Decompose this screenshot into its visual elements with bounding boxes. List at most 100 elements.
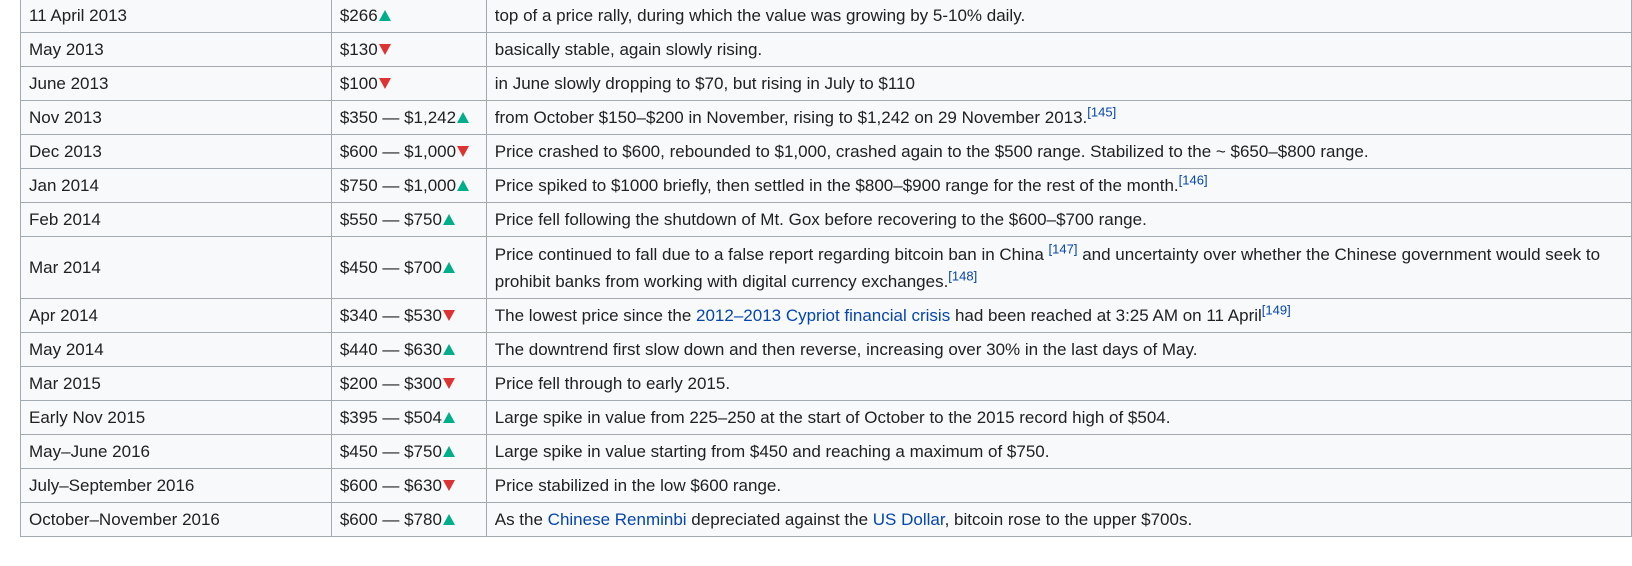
price-range: $350 — $1,242 <box>339 108 457 127</box>
citation-link[interactable]: [145] <box>1087 104 1117 120</box>
date-cell: July–September 2016 <box>20 468 332 503</box>
description-cell: As the Chinese Renminbi depreciated agai… <box>485 502 1632 537</box>
table-row: May–June 2016 $450 — $750 Large spike in v… <box>20 434 1632 469</box>
table-row: Early Nov 2015 $395 — $504 Large spike in … <box>20 400 1632 435</box>
price-range: $200 — $300 <box>339 374 442 393</box>
triangle-up-icon <box>442 514 455 526</box>
description-text: Price continued to fall due to a false r… <box>494 244 1049 264</box>
description-text: Large spike in value starting from $450 … <box>494 442 1050 461</box>
price-range: $600 — $630 <box>339 476 442 495</box>
description-text: had been reached at 3:25 AM on 11 April <box>950 306 1262 325</box>
date-cell: May 2013 <box>20 32 332 67</box>
price-range: $130 <box>339 40 378 59</box>
triangle-down-icon <box>457 146 470 158</box>
triangle-down-icon <box>442 378 455 390</box>
description-text: , bitcoin rose to the upper $700s. <box>944 510 1193 529</box>
description-cell: from October $150–$200 in November, risi… <box>485 100 1632 135</box>
date-cell: Feb 2014 <box>20 202 332 237</box>
triangle-down-icon <box>378 78 391 90</box>
description-cell: Price continued to fall due to a false r… <box>485 236 1632 299</box>
price-cell: $450 — $750 <box>330 434 487 469</box>
triangle-up-icon <box>457 180 470 192</box>
wiki-link[interactable]: 2012–2013 Cypriot financial crisis <box>696 306 951 325</box>
price-cell: $440 — $630 <box>330 332 487 367</box>
citation-link[interactable]: [147] <box>1048 240 1078 256</box>
triangle-up-icon <box>378 10 391 22</box>
price-cell: $200 — $300 <box>330 366 487 401</box>
description-cell: Price fell following the shutdown of Mt.… <box>485 202 1632 237</box>
table-row: Mar 2015 $200 — $300 Price fell through to… <box>20 366 1632 401</box>
table-row: 11 April 2013 $266 top of a price rally, d… <box>20 0 1632 33</box>
description-text: depreciated against the <box>686 510 873 529</box>
date-cell: May–June 2016 <box>20 434 332 469</box>
date-cell: October–November 2016 <box>20 502 332 537</box>
price-cell: $600 — $1,000 <box>330 134 487 169</box>
description-cell: Price stabilized in the low $600 range. <box>485 468 1632 503</box>
table-body: 11 April 2013 $266 top of a price rally, d… <box>20 0 1632 537</box>
description-cell: The lowest price since the 2012–2013 Cyp… <box>485 298 1632 333</box>
date-cell: Dec 2013 <box>20 134 332 169</box>
description-text: Price spiked to $1000 briefly, then sett… <box>494 176 1179 195</box>
table-row: Dec 2013 $600 — $1,000 Price crashed to $6… <box>20 134 1632 169</box>
price-cell: $340 — $530 <box>330 298 487 333</box>
description-text: As the <box>494 510 548 529</box>
date-cell: Mar 2014 <box>20 236 332 299</box>
table-row: Mar 2014 $450 — $700 Price continued to fa… <box>20 236 1632 299</box>
description-cell: Large spike in value from 225–250 at the… <box>485 400 1632 435</box>
description-cell: The downtrend first slow down and then r… <box>485 332 1632 367</box>
price-cell: $600 — $780 <box>330 502 487 537</box>
price-cell: $395 — $504 <box>330 400 487 435</box>
table-row: June 2013 $100 in June slowly dropping to … <box>20 66 1632 101</box>
description-text: in June slowly dropping to $70, but risi… <box>494 74 915 93</box>
description-text: The downtrend first slow down and then r… <box>494 340 1198 359</box>
triangle-up-icon <box>442 446 455 458</box>
price-range: $266 <box>339 6 378 25</box>
table-row: Nov 2013 $350 — $1,242 from October $150–$… <box>20 100 1632 135</box>
price-cell: $550 — $750 <box>330 202 487 237</box>
citation-link[interactable]: [146] <box>1178 172 1208 188</box>
price-cell: $130 <box>330 32 487 67</box>
description-text: Price fell through to early 2015. <box>494 374 731 393</box>
date-cell: Mar 2015 <box>20 366 332 401</box>
table-row: Feb 2014 $550 — $750 Price fell following … <box>20 202 1632 237</box>
date-cell: Early Nov 2015 <box>20 400 332 435</box>
description-cell: Price fell through to early 2015. <box>485 366 1632 401</box>
table-row: Apr 2014 $340 — $530 The lowest price sinc… <box>20 298 1632 333</box>
description-text: Price fell following the shutdown of Mt.… <box>494 210 1147 229</box>
date-cell: May 2014 <box>20 332 332 367</box>
price-cell: $750 — $1,000 <box>330 168 487 203</box>
table-row: May 2014 $440 — $630 The downtrend first s… <box>20 332 1632 367</box>
triangle-up-icon <box>442 344 455 356</box>
price-history-table: 11 April 2013 $266 top of a price rally, d… <box>20 0 1632 537</box>
price-range: $600 — $780 <box>339 510 442 529</box>
description-text: The lowest price since the <box>494 306 697 325</box>
table-row: May 2013 $130 basically stable, again slow… <box>20 32 1632 67</box>
date-cell: Nov 2013 <box>20 100 332 135</box>
table-row: July–September 2016 $600 — $630 Price stab… <box>20 468 1632 503</box>
description-text: Price stabilized in the low $600 range. <box>494 476 782 495</box>
description-text: Large spike in value from 225–250 at the… <box>494 408 1171 427</box>
date-cell: Apr 2014 <box>20 298 332 333</box>
triangle-down-icon <box>442 310 455 322</box>
description-cell: basically stable, again slowly rising. <box>485 32 1632 67</box>
description-text: top of a price rally, during which the v… <box>494 6 1026 25</box>
wiki-link[interactable]: Chinese Renminbi <box>547 510 687 529</box>
triangle-down-icon <box>378 44 391 56</box>
triangle-up-icon <box>442 214 455 226</box>
table-row: October–November 2016 $600 — $780 As the C… <box>20 502 1632 537</box>
triangle-down-icon <box>442 480 455 492</box>
price-range: $340 — $530 <box>339 306 442 325</box>
price-range: $100 <box>339 74 378 93</box>
date-cell: June 2013 <box>20 66 332 101</box>
price-cell: $100 <box>330 66 487 101</box>
description-text: and uncertainty over whether the Chinese… <box>494 244 1601 291</box>
price-cell: $350 — $1,242 <box>330 100 487 135</box>
price-range: $440 — $630 <box>339 340 442 359</box>
date-cell: 11 April 2013 <box>20 0 332 33</box>
citation-link[interactable]: [149] <box>1261 302 1291 318</box>
date-cell: Jan 2014 <box>20 168 332 203</box>
citation-link[interactable]: [148] <box>948 267 978 283</box>
description-cell: top of a price rally, during which the v… <box>485 0 1632 33</box>
wiki-link[interactable]: US Dollar <box>872 510 945 529</box>
price-range: $600 — $1,000 <box>339 142 457 161</box>
